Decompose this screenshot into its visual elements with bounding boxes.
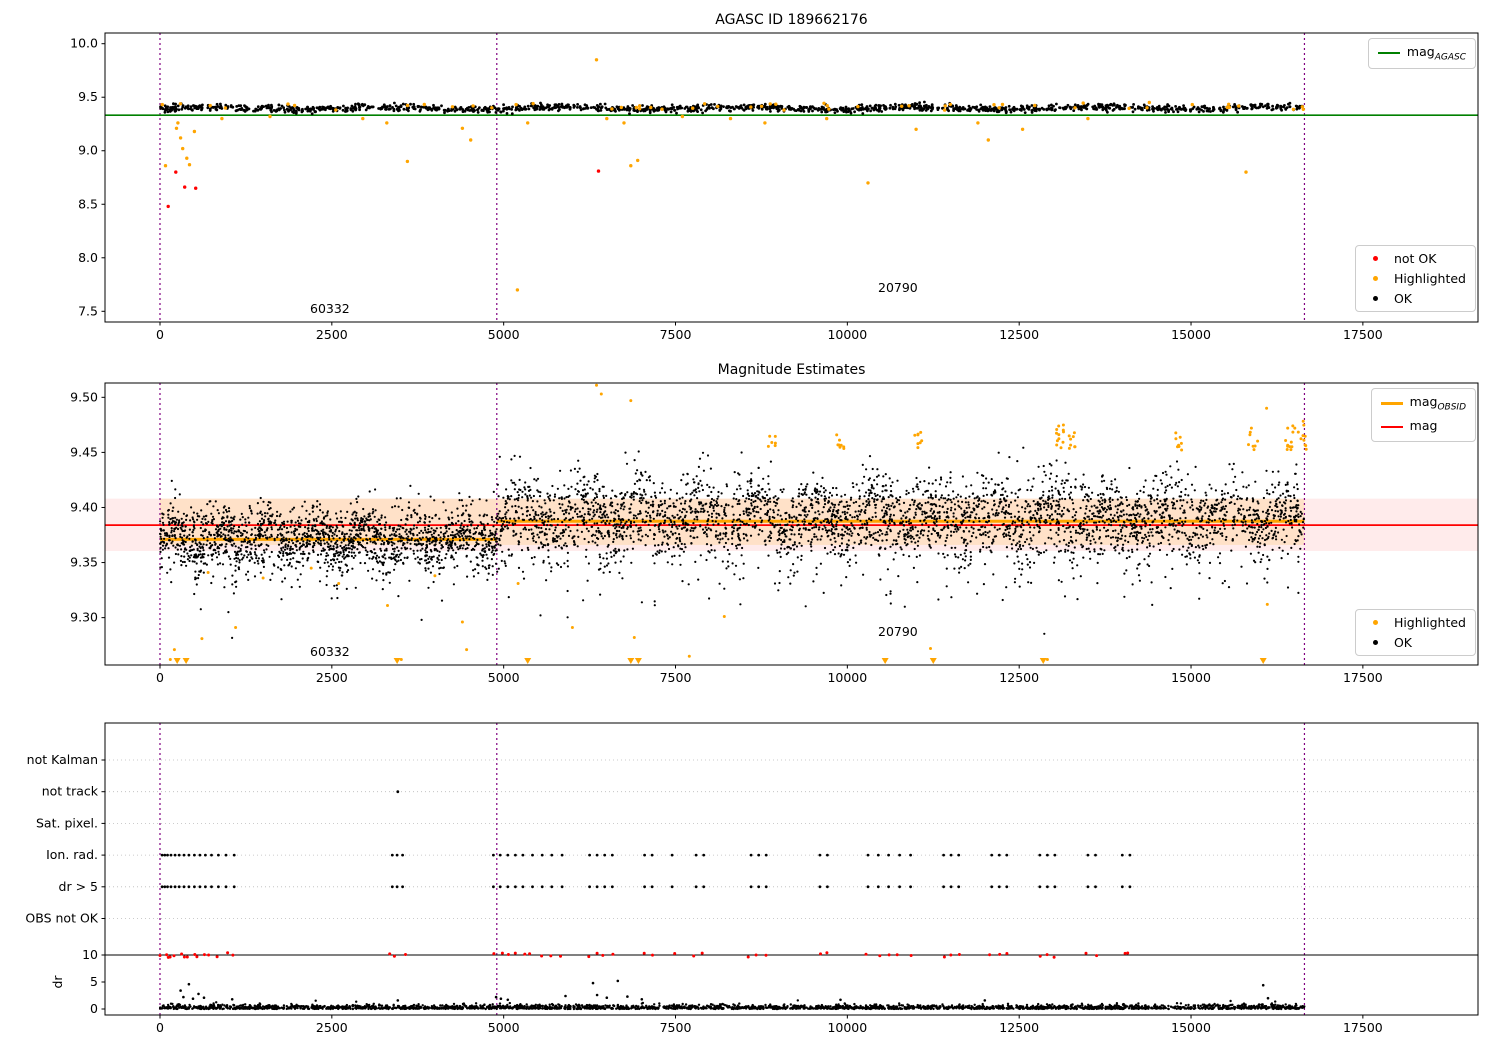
svg-text:7500: 7500 <box>660 327 692 342</box>
legend-item-ok: OK <box>1365 635 1466 650</box>
legend-label: magOBSID <box>1409 394 1466 413</box>
legend-item-ok: OK <box>1365 291 1466 306</box>
highlighted-dot-marker <box>1365 620 1387 625</box>
mag-obsid-line-marker <box>1380 401 1403 405</box>
annotation-obsid-20790-plot1: 20790 <box>878 280 918 295</box>
plot1-title: AGASC ID 189662176 <box>715 12 868 28</box>
annotation-obsid-60332-plot1: 60332 <box>310 301 350 316</box>
ok-dot-marker <box>1365 640 1387 645</box>
legend-item-highlighted: Highlighted <box>1365 271 1466 286</box>
svg-text:9.5: 9.5 <box>78 89 98 104</box>
ok-dot-marker <box>1365 296 1387 301</box>
svg-text:8.0: 8.0 <box>78 250 98 265</box>
annotation-obsid-20790-plot2: 20790 <box>878 624 918 639</box>
legend-label: Highlighted <box>1393 615 1466 630</box>
svg-text:15000: 15000 <box>1171 327 1211 342</box>
legend-item-mag-obsid: magOBSID <box>1380 394 1466 413</box>
svg-text:9.0: 9.0 <box>78 143 98 158</box>
svg-text:10.0: 10.0 <box>70 36 98 51</box>
svg-text:10000: 10000 <box>827 327 867 342</box>
plot2-points-legend: Highlighted OK <box>1354 609 1476 656</box>
svg-text:2500: 2500 <box>316 327 348 342</box>
plot2-title: Magnitude Estimates <box>717 362 866 378</box>
legend-item-mag: mag <box>1380 417 1466 437</box>
svg-text:7.5: 7.5 <box>78 303 98 318</box>
svg-text:5000: 5000 <box>488 327 520 342</box>
svg-text:0: 0 <box>156 327 164 342</box>
not-ok-dot-marker <box>1365 256 1387 261</box>
svg-text:17500: 17500 <box>1343 327 1383 342</box>
plot1-line-legend: magAGASC <box>1367 38 1476 69</box>
plot1-points-legend: not OK Highlighted OK <box>1354 245 1476 312</box>
legend-label: OK <box>1393 291 1412 306</box>
svg-text:12500: 12500 <box>999 327 1039 342</box>
svg-text:8.5: 8.5 <box>78 196 98 211</box>
highlighted-dot-marker <box>1365 276 1387 281</box>
annotation-obsid-60332-plot2: 60332 <box>310 644 350 659</box>
legend-item-highlighted: Highlighted <box>1365 615 1466 630</box>
legend-label: mag <box>1409 417 1438 433</box>
mag-line-marker <box>1380 425 1403 428</box>
legend-label: magAGASC <box>1406 44 1466 63</box>
legend-label: not OK <box>1393 251 1437 266</box>
mag-agasc-line-marker <box>1377 52 1400 55</box>
legend-label: OK <box>1393 635 1412 650</box>
legend-label: Highlighted <box>1393 271 1466 286</box>
plot2-line-legend: magOBSID mag <box>1370 388 1476 442</box>
legend-item-mag-agasc: magAGASC <box>1377 44 1466 63</box>
legend-item-not-ok: not OK <box>1365 251 1466 266</box>
